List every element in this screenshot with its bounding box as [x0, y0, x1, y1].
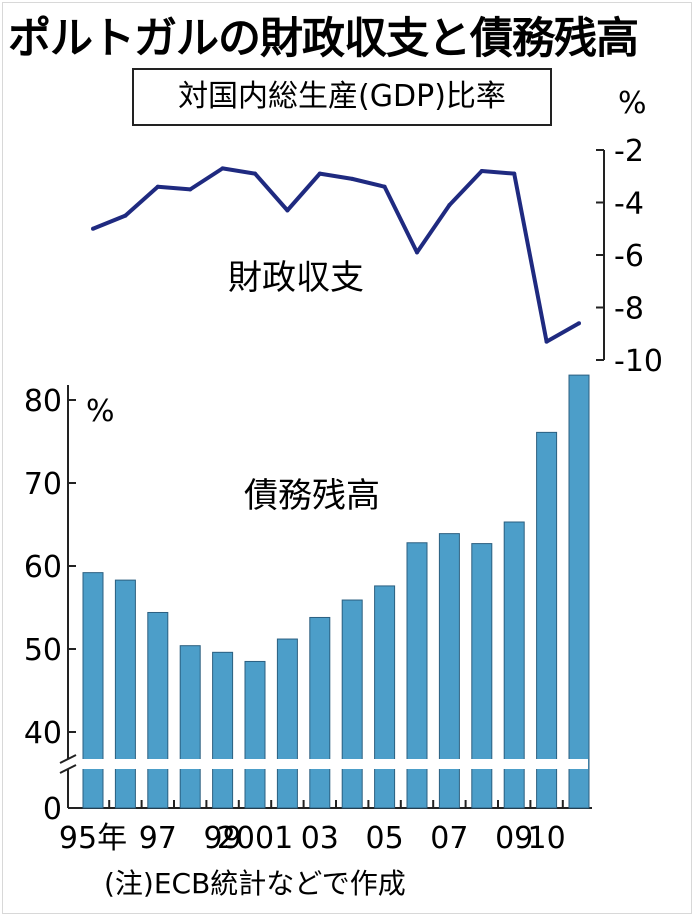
debt-bar — [374, 585, 396, 809]
debt-bar — [503, 521, 525, 809]
debt-bar — [341, 599, 363, 809]
fiscal-balance-line — [92, 166, 580, 344]
line-y-tick-label: -10 — [614, 344, 663, 379]
bar-y-tick-label: 40 — [24, 716, 62, 751]
chart-title: ポルトガルの財政収支と債務残高 — [8, 14, 639, 64]
bar-axis-unit: % — [86, 394, 115, 429]
axis-break-mark — [59, 764, 77, 774]
bar-y-tick-label: 70 — [24, 467, 62, 502]
debt-bar — [471, 543, 493, 809]
debt-bar — [276, 638, 298, 809]
bar-x-tick-label: 97 — [139, 821, 177, 856]
bar-x-tick-label: 03 — [301, 821, 339, 856]
fiscal-balance-point — [155, 184, 160, 189]
debt-bar — [212, 651, 234, 809]
footnote: (注)ECB統計などで作成 — [104, 867, 406, 900]
bar-x-tick-label: 09 — [495, 821, 533, 856]
bar-x-tick-label: 05 — [366, 821, 404, 856]
debt-bar — [568, 374, 590, 809]
line-y-tick-label: -2 — [614, 134, 644, 169]
fiscal-balance-point — [123, 213, 128, 218]
line-y-tick-label: -4 — [614, 187, 644, 222]
bar-x-tick-label: 95年 — [59, 821, 127, 856]
debt-bar — [114, 579, 136, 809]
debt-bar — [147, 611, 169, 809]
chart-subtitle: 対国内総生産(GDP)比率 — [132, 68, 552, 126]
bar-x-tick-label: 10 — [528, 821, 566, 856]
bar-y-tick-label: 60 — [24, 550, 62, 585]
fiscal-balance-point — [479, 169, 484, 173]
line-series-label: 財政収支 — [228, 258, 364, 298]
fiscal-balance-point — [512, 171, 517, 176]
debt-bar — [179, 645, 201, 809]
fiscal-balance-point — [350, 176, 355, 181]
axis-break-mark — [59, 754, 77, 764]
fiscal-balance-point — [382, 184, 387, 189]
line-y-tick-label: -8 — [614, 292, 644, 327]
fiscal-balance-point — [220, 166, 225, 171]
debt-bar — [438, 533, 460, 809]
fiscal-balance-point — [415, 250, 419, 255]
debt-bar — [309, 616, 331, 809]
debt-bar — [244, 660, 266, 809]
axis-break-band — [58, 759, 588, 769]
fiscal-balance-point — [253, 171, 257, 176]
fiscal-balance-point — [188, 187, 193, 192]
fiscal-balance-point — [577, 321, 581, 326]
line-axis-unit: % — [618, 86, 647, 121]
bar-series-label: 債務残高 — [244, 476, 380, 516]
bar-x-tick-label: 07 — [430, 821, 468, 856]
bar-x-tick-label: 2001 — [217, 821, 293, 856]
fiscal-balance-point — [447, 203, 452, 208]
debt-bar — [406, 542, 428, 809]
bar-y-tick-label: 80 — [24, 384, 62, 419]
bar-x-tick-label: 99 — [204, 821, 242, 856]
debt-bar — [82, 572, 104, 809]
bar-y-tick-label: 0 — [43, 792, 62, 827]
line-y-tick-label: -6 — [614, 239, 644, 274]
fiscal-balance-point — [285, 208, 290, 213]
fiscal-balance-point — [544, 339, 549, 344]
fiscal-balance-point — [91, 226, 95, 231]
debt-bar — [536, 431, 558, 809]
bar-y-tick-label: 50 — [24, 633, 62, 668]
fiscal-balance-point — [317, 171, 322, 176]
